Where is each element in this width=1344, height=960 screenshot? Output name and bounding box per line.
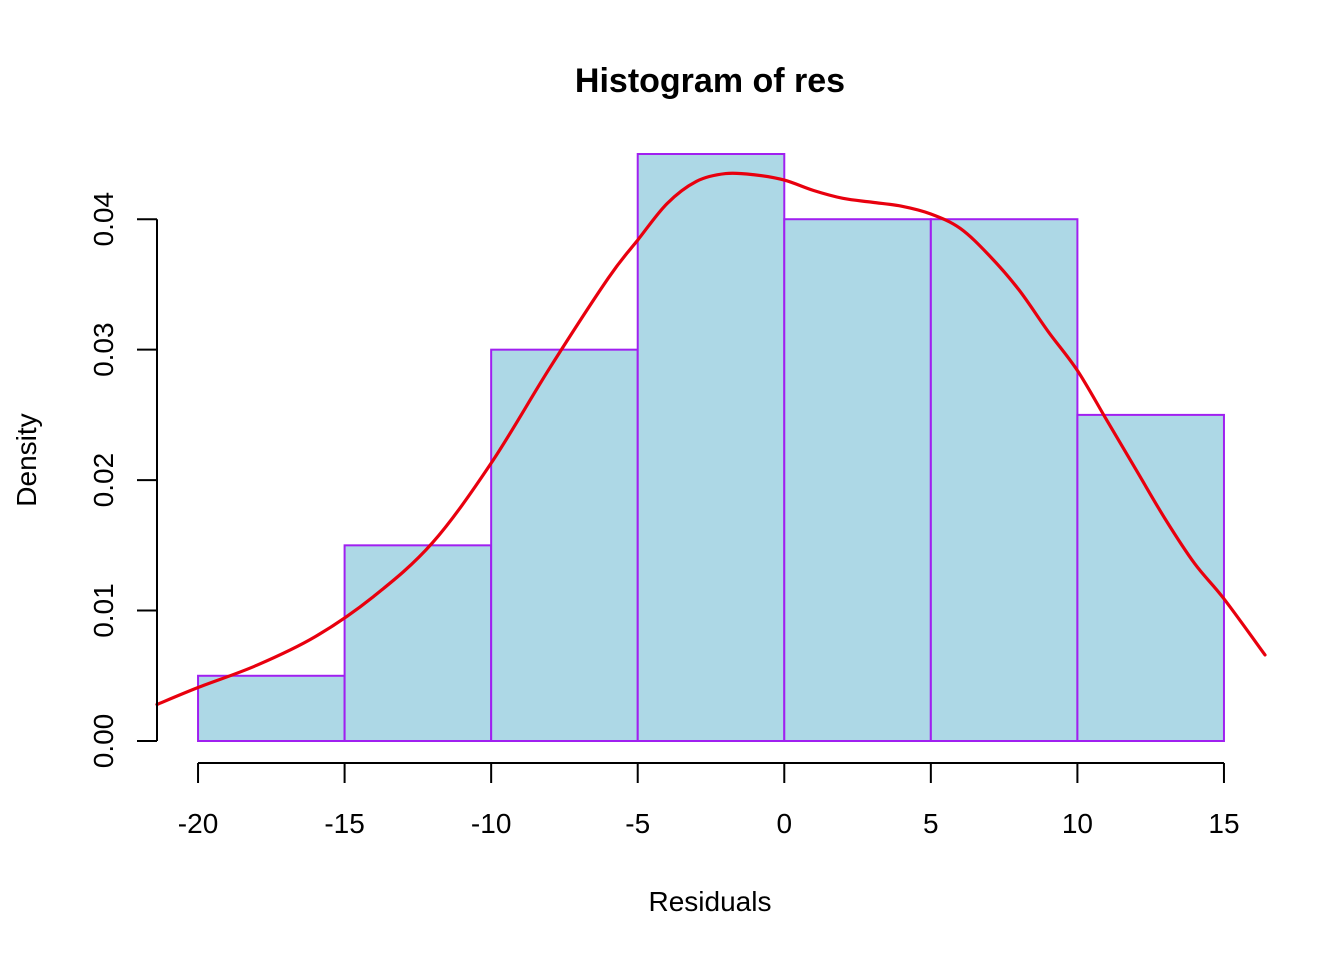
chart-title: Histogram of res (575, 62, 845, 100)
histogram-bar-5 (783, 218, 932, 742)
y-tick-label: 0.03 (88, 322, 119, 377)
x-axis: -20 -15 -10 -5 0 5 10 15 (178, 762, 1240, 839)
histogram-bar-1 (197, 674, 346, 742)
x-tick-label: 10 (1062, 808, 1093, 839)
x-tick-label: -20 (178, 808, 218, 839)
x-axis-label: Residuals (649, 886, 772, 917)
y-axis-label: Density (11, 413, 42, 506)
x-tick-label: 15 (1208, 808, 1239, 839)
histogram-bar-4 (636, 153, 786, 742)
x-tick-label: -15 (324, 808, 364, 839)
y-tick-label: 0.04 (88, 192, 119, 247)
y-tick-label: 0.02 (88, 453, 119, 508)
y-tick-label: 0.01 (88, 583, 119, 638)
x-tick-label: -5 (625, 808, 650, 839)
histogram-bar-6 (929, 218, 1079, 742)
x-tick-label: -10 (471, 808, 511, 839)
x-tick-label: 0 (776, 808, 792, 839)
x-tick-label: 5 (923, 808, 939, 839)
histogram-bars (197, 153, 1225, 742)
histogram-bar-3 (490, 348, 639, 742)
y-axis: 0.00 0.01 0.02 0.03 0.04 (88, 192, 158, 769)
density-curve (155, 171, 1267, 707)
histogram-bar-7 (1076, 413, 1225, 742)
histogram-bar-2 (343, 544, 493, 742)
y-tick-label: 0.00 (88, 714, 119, 769)
